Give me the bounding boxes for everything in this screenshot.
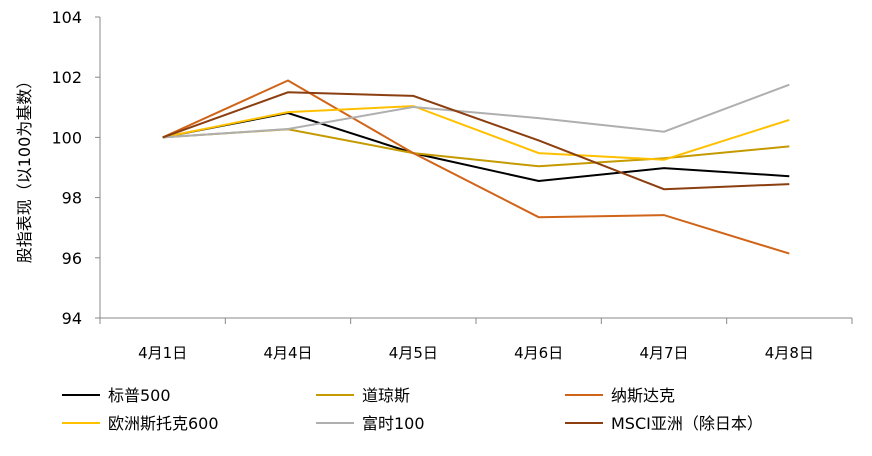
y-tick-label: 100 bbox=[51, 128, 82, 147]
series-line-1 bbox=[163, 129, 790, 166]
series-lines bbox=[163, 81, 790, 254]
y-tick-label: 104 bbox=[51, 8, 82, 27]
legend-label: 标普500 bbox=[108, 386, 171, 405]
tick-labels: 94 96 98 100 102 104 4月1日 4月4日 4月5日 4月6日 4月7日 4月8日 bbox=[51, 8, 813, 362]
x-tick-label: 4月6日 bbox=[514, 344, 563, 362]
y-tick-label: 94 bbox=[62, 309, 82, 328]
x-tick-label: 4月4日 bbox=[263, 344, 312, 362]
series-line-0 bbox=[163, 113, 790, 181]
legend-label: 道琼斯 bbox=[362, 386, 410, 405]
series-line-3 bbox=[163, 106, 790, 160]
legend-label: MSCI亚洲（除日本） bbox=[611, 414, 763, 433]
y-axis-label: 股指表现（以100为基数） bbox=[15, 73, 34, 264]
x-tick-label: 4月8日 bbox=[765, 344, 814, 362]
x-tick-label: 4月5日 bbox=[389, 344, 438, 362]
legend-label: 富时100 bbox=[362, 414, 425, 433]
y-tick-label: 96 bbox=[62, 249, 82, 268]
x-tick-label: 4月1日 bbox=[138, 344, 187, 362]
y-tick-label: 102 bbox=[51, 68, 82, 87]
axes bbox=[95, 17, 852, 324]
legend-label: 欧洲斯托克600 bbox=[108, 414, 219, 433]
legend-label: 纳斯达克 bbox=[611, 386, 675, 405]
series-line-5 bbox=[163, 92, 790, 189]
x-tick-label: 4月7日 bbox=[639, 344, 688, 362]
y-tick-label: 98 bbox=[62, 189, 82, 208]
